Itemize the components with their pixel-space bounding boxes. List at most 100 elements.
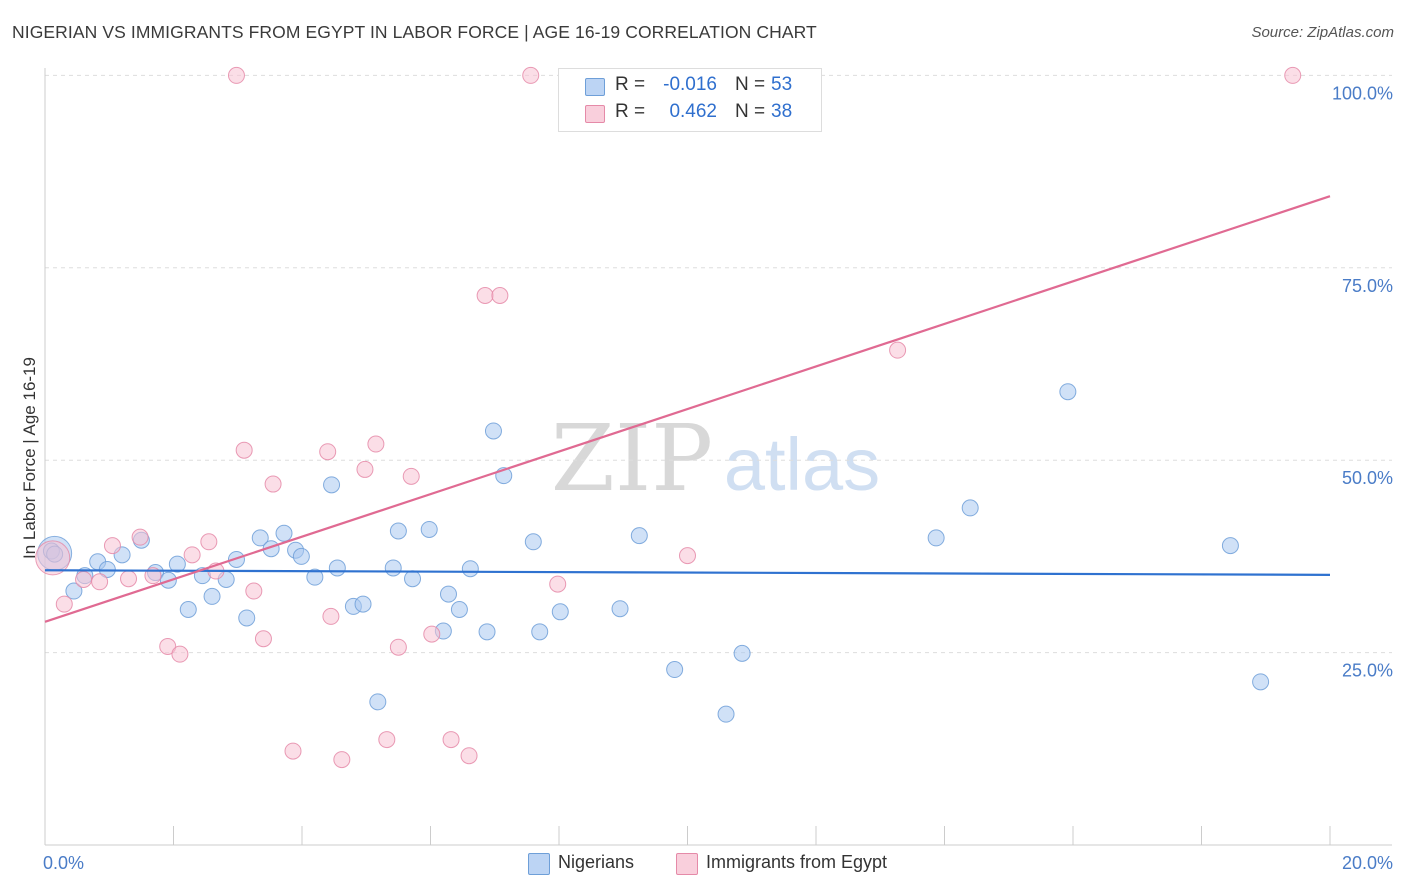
legend-swatch-blue bbox=[528, 853, 550, 875]
data-point bbox=[378, 731, 396, 749]
data-point bbox=[478, 623, 496, 641]
chart-title: NIGERIAN VS IMMIGRANTS FROM EGYPT IN LAB… bbox=[12, 22, 817, 42]
data-point bbox=[1059, 383, 1077, 401]
data-point bbox=[159, 637, 177, 655]
data-point bbox=[319, 443, 337, 461]
data-point bbox=[245, 582, 263, 600]
y-axis-label: In Labor Force | Age 16-19 bbox=[18, 0, 42, 892]
data-point bbox=[420, 520, 438, 538]
stats-swatch-pink bbox=[585, 105, 605, 123]
data-point bbox=[611, 600, 629, 618]
y-axis-label-text: In Labor Force | Age 16-19 bbox=[20, 357, 39, 559]
y-tick-label: 100.0% bbox=[1332, 83, 1393, 103]
y-tick-label: 25.0% bbox=[1342, 661, 1393, 681]
tick-labels: 25.0% 50.0% 75.0% 100.0% 0.0% 20.0% bbox=[43, 83, 1393, 873]
data-point bbox=[264, 475, 282, 493]
egypt-points bbox=[35, 66, 1302, 769]
data-point bbox=[254, 630, 272, 648]
data-point bbox=[630, 527, 648, 545]
legend-label: Nigerians bbox=[558, 852, 635, 872]
stats-r-value: -0.016 bbox=[663, 74, 717, 95]
data-point bbox=[322, 607, 340, 625]
data-point bbox=[203, 587, 221, 605]
stats-n-value: 38 bbox=[771, 101, 793, 122]
stats-box: R = -0.016 N = 53 R = 0.462 N = 38 bbox=[558, 68, 822, 132]
data-point bbox=[275, 524, 293, 542]
data-point bbox=[369, 693, 387, 711]
data-point bbox=[183, 546, 201, 564]
data-point bbox=[75, 570, 93, 588]
data-point bbox=[666, 661, 684, 679]
data-point bbox=[284, 742, 302, 760]
data-point bbox=[1221, 537, 1239, 555]
data-point bbox=[384, 559, 402, 577]
data-point bbox=[404, 570, 422, 588]
data-point bbox=[450, 601, 468, 618]
data-point bbox=[179, 601, 197, 618]
data-point bbox=[367, 435, 385, 453]
stats-r-label: R = bbox=[615, 74, 646, 95]
data-point bbox=[551, 603, 569, 621]
data-point bbox=[389, 638, 407, 656]
stats-n-label: N = bbox=[735, 74, 766, 95]
stats-row-nigerians: R = -0.016 N = 53 bbox=[559, 74, 821, 100]
data-point bbox=[65, 582, 83, 600]
data-point bbox=[323, 476, 341, 494]
source-credit: Source: ZipAtlas.com bbox=[1251, 24, 1394, 41]
data-point bbox=[1284, 66, 1302, 84]
data-point bbox=[333, 751, 351, 769]
legend-swatch-pink bbox=[676, 853, 698, 875]
data-point bbox=[717, 705, 735, 723]
data-point-large bbox=[35, 540, 71, 576]
data-point bbox=[549, 575, 567, 593]
axes bbox=[44, 68, 1392, 846]
stats-row-egypt: R = 0.462 N = 38 bbox=[559, 101, 821, 127]
data-point bbox=[1252, 673, 1270, 691]
trend-line-blue bbox=[44, 569, 1331, 576]
stats-n-label: N = bbox=[735, 101, 766, 122]
data-point bbox=[402, 467, 420, 485]
watermark-atlas: atlas bbox=[724, 423, 880, 506]
data-point bbox=[439, 585, 457, 603]
data-point bbox=[200, 533, 218, 551]
data-point bbox=[55, 595, 73, 613]
data-point bbox=[389, 522, 407, 540]
data-point bbox=[733, 644, 751, 662]
y-tick-label: 75.0% bbox=[1342, 276, 1393, 296]
data-point bbox=[328, 559, 346, 577]
data-point bbox=[460, 747, 478, 765]
trend-lines bbox=[44, 195, 1331, 623]
x-tick-label-max: 20.0% bbox=[1342, 853, 1393, 873]
stats-n-value: 53 bbox=[771, 74, 793, 95]
gridlines bbox=[45, 74, 1392, 654]
data-point bbox=[306, 568, 324, 586]
data-point bbox=[120, 570, 138, 588]
data-point bbox=[889, 341, 907, 359]
data-point bbox=[476, 287, 494, 304]
data-point bbox=[461, 560, 479, 578]
stats-r-label: R = bbox=[615, 101, 646, 122]
stats-r-value: 0.462 bbox=[669, 101, 717, 122]
watermark-zip: ZIP bbox=[551, 405, 713, 512]
data-point bbox=[356, 460, 374, 478]
data-point bbox=[679, 547, 696, 565]
data-point bbox=[531, 623, 549, 641]
data-point bbox=[235, 441, 253, 459]
data-point bbox=[522, 66, 540, 84]
data-point bbox=[354, 595, 372, 613]
legend-label: Immigrants from Egypt bbox=[706, 852, 888, 872]
data-point bbox=[524, 533, 542, 551]
watermark: ZIP atlas bbox=[551, 405, 880, 512]
data-point bbox=[484, 422, 502, 440]
y-tick-label: 50.0% bbox=[1342, 468, 1393, 488]
data-point bbox=[423, 625, 441, 643]
data-point bbox=[442, 731, 460, 749]
data-point bbox=[251, 529, 269, 547]
data-point bbox=[292, 547, 310, 565]
data-point bbox=[91, 573, 109, 591]
data-point bbox=[168, 555, 186, 573]
trend-line-pink bbox=[44, 195, 1331, 623]
data-point bbox=[491, 287, 509, 304]
data-point bbox=[103, 537, 121, 555]
